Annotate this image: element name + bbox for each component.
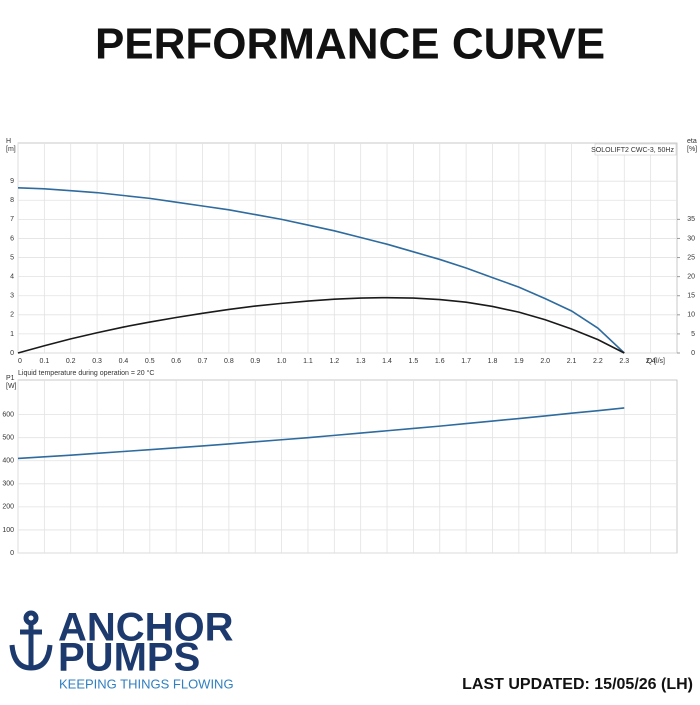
y2-tick-label: 35 [687, 216, 695, 223]
y-tick-label: 9 [10, 178, 14, 185]
y-tick-label: 8 [10, 197, 14, 204]
y-tick-label: 0 [10, 550, 14, 557]
x-tick-label: 2.4 [646, 358, 656, 365]
series-line [17, 187, 625, 354]
x-tick-label: 0.3 [92, 358, 102, 365]
page-title: PERFORMANCE CURVE [95, 20, 605, 69]
x-tick-label: 0 [18, 358, 22, 365]
y2-tick-label: 10 [687, 312, 695, 319]
x-tick-label: 1.7 [461, 358, 471, 365]
y-tick-label: 4 [10, 273, 14, 280]
x-tick-label: 0.9 [250, 358, 260, 365]
y-tick-label: 100 [2, 527, 14, 534]
logo-tagline: KEEPING THINGS FLOWING [59, 676, 234, 691]
y2-axis-unit: [%] [687, 146, 697, 153]
x-tick-label: 0.4 [119, 358, 129, 365]
x-tick-label: 1.5 [409, 358, 419, 365]
series-line [17, 407, 625, 460]
plot-area [17, 379, 678, 554]
x-tick-label: 2.1 [567, 358, 577, 365]
x-tick-label: 1.4 [382, 358, 392, 365]
x-tick-label: 2.0 [540, 358, 550, 365]
x-tick-label: 0.1 [39, 358, 49, 365]
x-tick-label: 1.6 [435, 358, 445, 365]
y-tick-label: 7 [10, 216, 14, 223]
x-axis-label: Q [l/s] [647, 358, 665, 365]
x-tick-label: 0.7 [198, 358, 208, 365]
y2-tick-label: 0 [691, 350, 695, 357]
x-tick-label: 1.2 [329, 358, 339, 365]
x-tick-label: 1.3 [356, 358, 366, 365]
x-tick-label: 0.6 [171, 358, 181, 365]
y-tick-label: 500 [2, 435, 14, 442]
y2-axis-label: eta [687, 138, 697, 145]
series-line [17, 296, 625, 354]
y2-tick-label: 25 [687, 254, 695, 261]
annotation-box [594, 143, 677, 156]
y2-tick-label: 30 [687, 235, 695, 242]
y-tick-label: 5 [10, 254, 14, 261]
x-tick-label: 0.5 [145, 358, 155, 365]
y-tick-label: 400 [2, 458, 14, 465]
annotation: SOLOLIFT2 CWC-3, 50Hz [591, 147, 674, 154]
y2-tick-label: 5 [691, 331, 695, 338]
y2-tick-label: 20 [687, 273, 695, 280]
logo-line2: PUMPS [58, 636, 200, 680]
logo-line1: ANCHOR [58, 606, 234, 650]
y-tick-label: 6 [10, 235, 14, 242]
y-tick-label: 600 [2, 411, 14, 418]
last-updated: LAST UPDATED: 15/05/26 (LH) [462, 676, 693, 693]
x-tick-label: 2.3 [619, 358, 629, 365]
chart-title: Liquid temperature during operation = 20… [18, 369, 154, 377]
x-tick-label: 0.2 [66, 358, 76, 365]
x-tick-label: 1.0 [277, 358, 287, 365]
y-tick-label: 200 [2, 504, 14, 511]
y-tick-label: 3 [10, 293, 14, 300]
y-axis-unit: [W] [6, 383, 17, 390]
y-tick-label: 1 [10, 331, 14, 338]
plot-area [17, 142, 678, 354]
y2-tick-label: 15 [687, 293, 695, 300]
anchor-icon [9, 610, 53, 671]
y-axis-label: P1 [6, 375, 15, 382]
y-axis-unit: [m] [6, 146, 16, 153]
x-tick-label: 2.2 [593, 358, 603, 365]
x-tick-label: 1.1 [303, 358, 313, 365]
x-tick-label: 0.8 [224, 358, 234, 365]
x-tick-label: 1.9 [514, 358, 524, 365]
x-tick-label: 1.8 [488, 358, 498, 365]
y-axis-label: H [6, 138, 11, 145]
y-tick-label: 0 [10, 350, 14, 357]
y-tick-label: 2 [10, 312, 14, 319]
y-tick-label: 300 [2, 481, 14, 488]
